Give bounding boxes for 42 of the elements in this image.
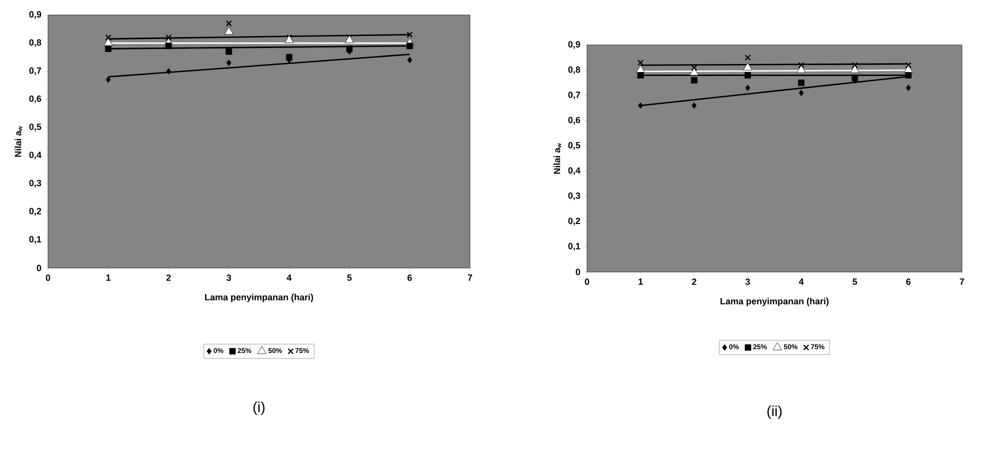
y-tick-label: 0,4 [568, 167, 580, 175]
y-tick-label: 0,7 [568, 92, 580, 100]
x-tick-label: 3 [226, 274, 232, 281]
y-tick-label: 0,8 [568, 66, 580, 74]
y-tick-label: 0,7 [29, 67, 42, 76]
x-tick-label: 0 [46, 274, 50, 281]
x-tick-label: 6 [408, 274, 412, 281]
x-tick-label: 2 [692, 278, 696, 285]
x-tick-label: 0 [584, 278, 590, 285]
text: (ii) [767, 406, 782, 419]
text: (i) [254, 402, 265, 415]
y-tick-label: 0,2 [568, 218, 580, 226]
y-tick-label: 0,3 [29, 180, 42, 188]
x-tick-label: 7 [960, 278, 964, 285]
y-axis-title: Nilai a$_{w}$ [554, 143, 562, 174]
x-tick-label: 5 [852, 278, 858, 285]
y-tick-label: 0 [576, 268, 580, 276]
y-tick-label: 0 [36, 264, 42, 272]
y-tick-label: 0,8 [29, 39, 42, 47]
x-tick-label: 5 [347, 274, 352, 281]
y-tick-label: 0,3 [568, 192, 580, 200]
x-tick-label: 7 [468, 274, 472, 281]
x-tick-label: 4 [286, 274, 292, 281]
x-tick-label: 3 [745, 278, 750, 285]
y-tick-label: 0,5 [29, 124, 42, 132]
y-tick-label: 0,1 [29, 236, 42, 244]
x-tick-label: 4 [798, 278, 804, 285]
y-tick-label: 0,9 [568, 41, 580, 49]
x-tick-label: 6 [906, 278, 911, 285]
y-axis-title: Nilai a$_{w}$ [14, 126, 22, 157]
y-tick-label: 0,5 [568, 142, 580, 150]
x-tick-label: 2 [166, 274, 171, 281]
y-tick-label: 0,6 [29, 95, 42, 104]
x-axis-title: Lama penyimpanan (hari) [205, 294, 314, 302]
y-tick-label: 0,4 [29, 152, 42, 160]
y-tick-label: 0,6 [568, 116, 580, 125]
y-tick-label: 0,1 [568, 242, 580, 251]
x-tick-label: 1 [638, 278, 643, 285]
x-axis-title: Lama penyimpanan (hari) [720, 298, 829, 306]
x-tick-label: 1 [106, 274, 111, 281]
y-tick-label: 0,2 [29, 208, 42, 216]
y-tick-label: 0,9 [29, 11, 42, 19]
